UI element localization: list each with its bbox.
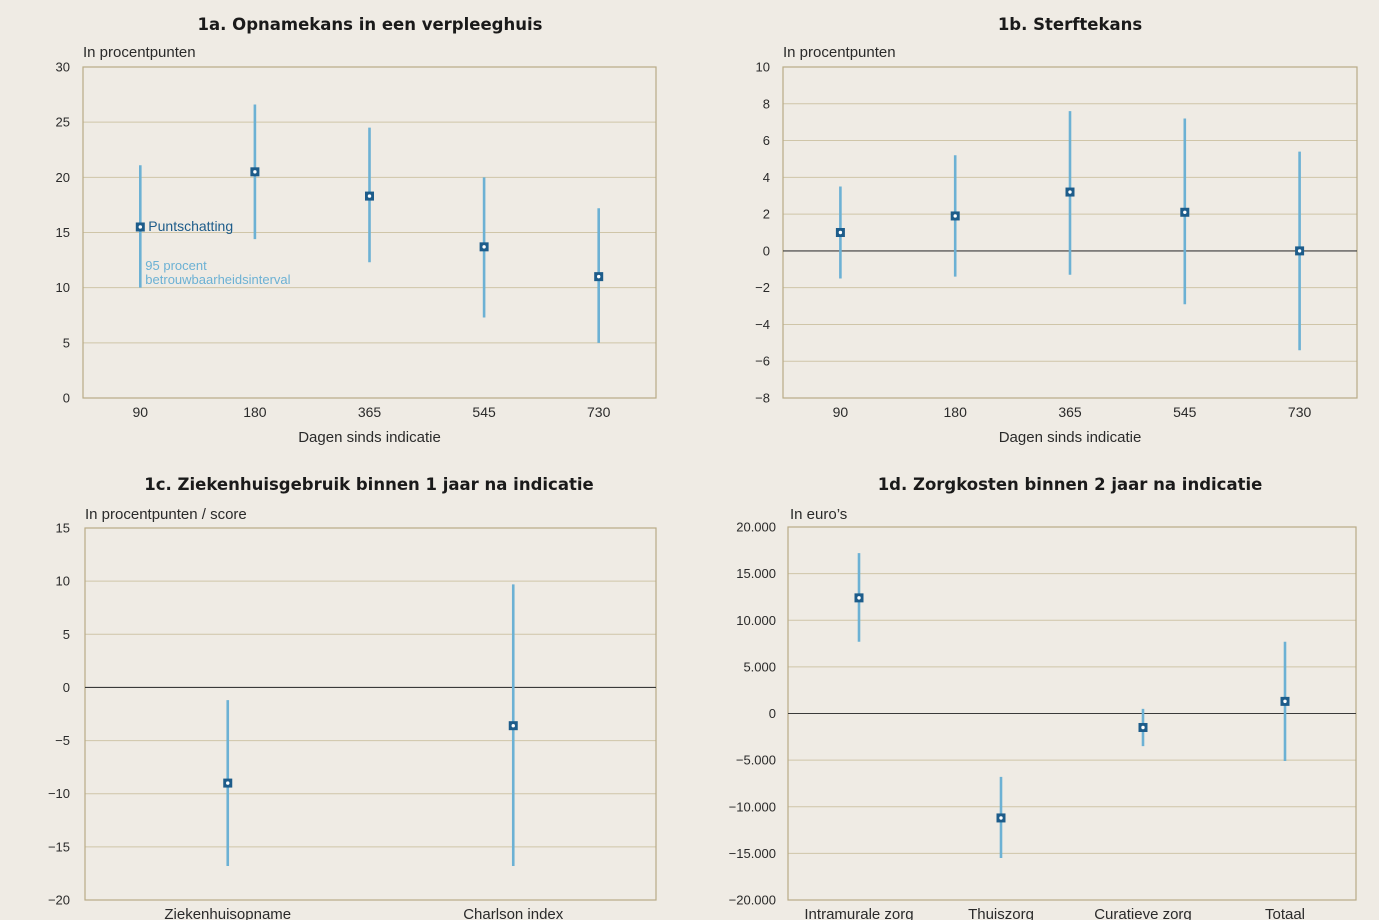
- x-tick-label: 180: [944, 404, 968, 420]
- x-tick-label: Intramurale zorg: [804, 906, 913, 920]
- point-estimate-center: [1283, 699, 1287, 704]
- y-tick-label: 10: [56, 574, 70, 589]
- x-tick-label: 180: [243, 404, 267, 420]
- panel-1d: 1d. Zorgkosten binnen 2 jaar na indicati…: [729, 475, 1357, 920]
- point-estimate-center: [838, 230, 843, 235]
- x-tick-label: 545: [1173, 404, 1197, 420]
- chart-title: 1a. Opnamekans in een verpleeghuis: [198, 15, 543, 34]
- chart-title: 1b. Sterftekans: [998, 15, 1143, 34]
- y-tick-label: 30: [56, 60, 70, 75]
- panel-1b: 1b. Sterftekans In procentpunten −8 −6 −4 −2 0…: [755, 15, 1358, 446]
- point-estimate-center: [1183, 210, 1187, 214]
- y-tick-label: 10: [56, 280, 70, 295]
- panel-1c: 1c. Ziekenhuisgebruik binnen 1 jaar na i…: [48, 475, 657, 920]
- x-axis-label: Dagen sinds indicatie: [999, 429, 1142, 446]
- y-tick-label: 25: [56, 115, 70, 130]
- y-tick-label: 0: [769, 706, 776, 721]
- point-estimate-center: [138, 225, 142, 229]
- y-tick-label: −5.000: [736, 753, 776, 768]
- y-tick-label: 0: [763, 243, 770, 258]
- y-tick-label: 20: [56, 170, 70, 185]
- x-tick-label: Ziekenhuisopname: [164, 906, 291, 920]
- unit-label: In procentpunten: [83, 44, 196, 61]
- point-estimate-center: [857, 596, 861, 600]
- y-tick-label: 15.000: [736, 566, 776, 581]
- point-estimate-center: [253, 170, 257, 174]
- y-tick-label: −6: [755, 354, 770, 369]
- x-tick-label: Thuiszorg: [968, 906, 1034, 920]
- y-tick-label: −10: [48, 786, 70, 801]
- point-estimate-center: [597, 274, 601, 279]
- y-tick-label: 5: [63, 627, 70, 642]
- y-tick-label: 4: [763, 170, 770, 185]
- x-tick-label: Charlson index: [463, 906, 564, 920]
- y-tick-label: 6: [763, 133, 770, 148]
- point-estimate-center: [367, 194, 372, 198]
- x-tick-label: 545: [472, 404, 496, 420]
- y-tick-label: −8: [755, 391, 770, 406]
- x-tick-label: Totaal: [1265, 906, 1305, 920]
- chart-title: 1d. Zorgkosten binnen 2 jaar na indicati…: [878, 475, 1263, 494]
- x-tick-label: 365: [358, 404, 382, 420]
- y-tick-label: 15: [56, 521, 70, 536]
- y-tick-label: −20.000: [729, 893, 776, 908]
- plot-frame: [82, 66, 657, 399]
- point-estimate-center: [1068, 190, 1072, 194]
- point-estimate-center: [1297, 249, 1302, 253]
- y-tick-label: 20.000: [736, 520, 776, 535]
- annotation-interval: betrouwbaarheidsinterval: [145, 272, 290, 287]
- x-axis-label: Dagen sinds indicatie: [298, 429, 441, 446]
- x-tick-label: 90: [133, 404, 149, 420]
- annotation-point-estimate: Puntschatting: [148, 218, 233, 234]
- point-estimate-center: [1141, 725, 1145, 730]
- y-tick-label: −5: [55, 733, 70, 748]
- y-tick-label: 2: [763, 207, 770, 222]
- point-estimate-center: [999, 816, 1003, 820]
- x-tick-label: 365: [1058, 404, 1082, 420]
- y-tick-label: −20: [48, 893, 70, 908]
- y-tick-label: −15.000: [729, 846, 776, 861]
- y-tick-label: 15: [56, 225, 70, 240]
- plot-frame: [782, 66, 1358, 399]
- plot-frame: [84, 527, 657, 901]
- y-tick-label: −2: [755, 280, 770, 295]
- y-tick-label: 5.000: [743, 659, 776, 674]
- y-tick-label: −15: [48, 839, 70, 854]
- y-tick-label: 10: [756, 60, 770, 75]
- unit-label: In procentpunten: [783, 44, 896, 61]
- y-tick-label: −10.000: [729, 799, 776, 814]
- point-estimate-center: [482, 245, 486, 249]
- y-tick-label: 8: [763, 96, 770, 111]
- x-tick-label: 730: [1288, 404, 1312, 420]
- y-tick-label: −4: [755, 317, 770, 332]
- point-estimate-center: [226, 781, 230, 785]
- y-tick-label: 0: [63, 391, 70, 406]
- y-tick-label: 10.000: [736, 613, 776, 628]
- x-tick-label: Curatieve zorg: [1094, 906, 1192, 920]
- point-estimate-center: [953, 214, 957, 218]
- y-tick-label: 0: [63, 680, 70, 695]
- unit-label: In procentpunten / score: [85, 506, 247, 523]
- unit-label: In euro’s: [790, 506, 847, 523]
- annotation-interval: 95 procent: [145, 258, 207, 273]
- x-tick-label: 730: [587, 404, 611, 420]
- x-tick-label: 90: [833, 404, 849, 420]
- chart-title: 1c. Ziekenhuisgebruik binnen 1 jaar na i…: [144, 475, 593, 494]
- y-tick-label: 5: [63, 335, 70, 350]
- point-estimate-center: [511, 723, 515, 728]
